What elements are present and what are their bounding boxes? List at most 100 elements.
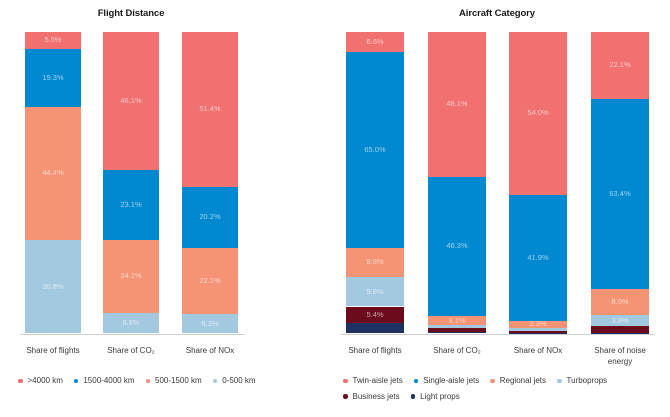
bar-segment-business-jets (591, 326, 649, 333)
legend-dot-icon (410, 394, 416, 399)
bar-segment-0-500-km (25, 240, 81, 333)
data-label: 19.3% (42, 72, 64, 82)
legend-item-single-aisle-jets: Single-aisle jets (413, 376, 479, 386)
legend-item-1500-4000-km: 1500-4000 km (73, 376, 135, 386)
legend-dot-icon (343, 394, 348, 399)
legend-row: Business jets Light props (343, 392, 460, 402)
x-tick-label: Share of CO₂ (107, 345, 155, 355)
legend-label: 500-1500 km (155, 376, 202, 385)
data-label: 5.4% (366, 309, 384, 319)
bar-segment-light-props (346, 322, 404, 333)
legend-label: Twin-aisle jets (352, 376, 403, 385)
legend-dot-icon (18, 378, 23, 384)
bar-segment-twin-aisle-jets (509, 32, 567, 195)
bar-segment-1500-4000-km (25, 48, 81, 107)
legend-dot-icon (343, 378, 348, 384)
data-label: 6.8% (122, 317, 140, 327)
bar-segment-500-1500-km (182, 247, 238, 315)
x-axis-line (20, 333, 245, 335)
bar-segment-single-aisle-jets (428, 176, 486, 317)
bar-segment-turboprops (346, 277, 404, 307)
bar-segment-regional-jets (591, 289, 649, 315)
legend-label: 0-500 km (222, 376, 256, 385)
bar-segment-turboprops (509, 327, 567, 331)
data-label: 46.1% (120, 96, 142, 106)
bar-segment-single-aisle-jets (509, 194, 567, 321)
legend-item-4000-km: >4000 km (18, 376, 63, 386)
data-label: 51.4% (199, 104, 221, 114)
legend-item-light-props: Light props (410, 391, 460, 402)
bar-segment-light-props (428, 332, 486, 333)
bar-segment-twin-aisle-jets (591, 32, 649, 99)
data-label: 41.9% (527, 252, 549, 262)
data-label: 8.5% (611, 297, 629, 307)
legend-label: Light props (420, 391, 460, 401)
bar-segment-1500-4000-km (103, 170, 159, 240)
data-label: 2.3% (529, 319, 547, 329)
legend-label: Business jets (352, 391, 400, 401)
legend-item-turboprops: Turboprops (557, 376, 607, 386)
data-label: 46.3% (446, 241, 468, 251)
legend-dot-icon (490, 378, 495, 384)
bar-segment-500-1500-km (103, 239, 159, 313)
x-tick-label: Share of flights (26, 345, 80, 355)
data-label: 5.5% (44, 35, 62, 45)
data-label: 48.1% (446, 99, 468, 109)
bar-segment-twin-aisle-jets (346, 32, 404, 52)
data-label: 54.0% (527, 108, 549, 118)
bar-segment-turboprops (591, 314, 649, 327)
data-label: 22.1% (609, 60, 631, 70)
legend-dot-icon (557, 378, 562, 384)
x-axis-line (341, 333, 655, 335)
data-label: 6.3% (201, 318, 219, 328)
bar-segment-0-500-km (182, 314, 238, 333)
legend-row: >4000 km 1500-4000 km 500-1500 km 0-500 km (18, 376, 256, 386)
data-label: 24.1% (120, 271, 142, 281)
chart-title: Flight Distance (97, 8, 165, 19)
data-label: 3.8% (611, 315, 629, 325)
data-label: 22.1% (199, 275, 221, 285)
data-label: 23.1% (120, 200, 142, 210)
legend-label: Turboprops (566, 376, 608, 385)
data-label: 9.8% (366, 257, 384, 267)
bar-segment-0-500-km (103, 312, 159, 333)
legend-dot-icon (212, 378, 218, 384)
bar-segment-regional-jets (346, 247, 404, 277)
bar-segment-1500-4000-km (182, 186, 238, 248)
x-tick-label: Share of CO₂ (433, 345, 481, 355)
bar-segment-4000-km (103, 31, 159, 171)
data-label: 3.1% (448, 315, 466, 325)
data-label: 30.8% (42, 281, 64, 291)
legend-dot-icon (413, 378, 419, 384)
legend-item-business-jets: Business jets (343, 392, 400, 402)
bar-segment-business-jets (509, 330, 567, 333)
bar-segment-business-jets (346, 306, 404, 323)
bar-segment-regional-jets (428, 316, 486, 326)
bar-segment-500-1500-km (25, 106, 81, 241)
bar-segment-turboprops (428, 325, 486, 328)
data-label: 44.4% (42, 168, 64, 178)
legend-item-500-1500-km: 500-1500 km (145, 376, 202, 386)
bar-segment-regional-jets (509, 320, 567, 328)
bar-segment-business-jets (428, 327, 486, 333)
data-label: 65.0% (364, 144, 386, 154)
data-label: 63.4% (609, 188, 631, 198)
legend-dot-icon (145, 378, 151, 384)
data-label: 9.8% (366, 286, 384, 296)
legend-item-twin-aisle-jets: Twin-aisle jets (343, 376, 403, 386)
legend-dot-icon (73, 378, 79, 384)
x-tick-label: Share of noise energy (594, 345, 646, 366)
data-label: 6.6% (366, 36, 384, 46)
legend-row: Twin-aisle jets Single-aisle jets Regional… (343, 376, 607, 386)
legend-label: >4000 km (27, 376, 63, 385)
bar-segment-single-aisle-jets (591, 98, 649, 290)
bar-segment-twin-aisle-jets (428, 32, 486, 177)
legend-item-0-500-km: 0-500 km (212, 376, 256, 386)
bar-segment-single-aisle-jets (346, 51, 404, 248)
x-tick-label: Share of NOx (185, 345, 235, 355)
data-label: 20.2% (199, 212, 221, 222)
x-tick-label: Share of NOx (513, 345, 563, 355)
